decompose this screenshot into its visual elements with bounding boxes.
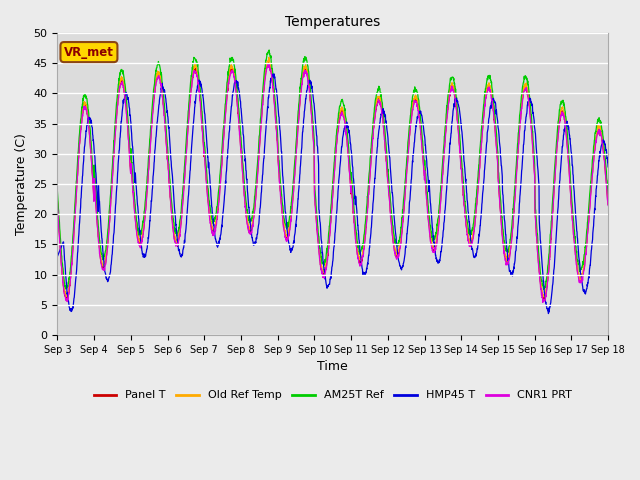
Line: AM25T Ref: AM25T Ref: [58, 50, 608, 289]
Old Ref Temp: [604, 200, 612, 205]
AM25T Ref: [572, 234, 579, 240]
Panel T: [54, 199, 61, 204]
Old Ref Temp: [572, 244, 579, 250]
Panel T: [556, 115, 564, 121]
Panel T: [349, 205, 357, 211]
Old Ref Temp: [54, 197, 61, 203]
HMP45 T: [349, 165, 356, 170]
AM25T Ref: [349, 191, 356, 196]
Panel T: [264, 59, 272, 64]
Line: Panel T: Panel T: [58, 61, 608, 301]
CNR1 PRT: [54, 199, 61, 205]
HMP45 T: [361, 271, 369, 276]
X-axis label: Time: Time: [317, 360, 348, 373]
Y-axis label: Temperature (C): Temperature (C): [15, 133, 28, 235]
HMP45 T: [604, 164, 612, 170]
Panel T: [207, 222, 215, 228]
Text: VR_met: VR_met: [64, 46, 114, 59]
Old Ref Temp: [540, 294, 548, 300]
HMP45 T: [493, 113, 500, 119]
AM25T Ref: [604, 191, 612, 197]
CNR1 PRT: [539, 300, 547, 305]
Panel T: [604, 202, 612, 207]
HMP45 T: [572, 206, 579, 212]
CNR1 PRT: [264, 60, 272, 66]
Panel T: [361, 235, 369, 241]
AM25T Ref: [540, 287, 547, 292]
AM25T Ref: [361, 227, 369, 232]
Title: Temperatures: Temperatures: [285, 15, 380, 29]
Line: HMP45 T: HMP45 T: [58, 74, 608, 313]
Panel T: [493, 153, 501, 159]
CNR1 PRT: [361, 239, 369, 245]
AM25T Ref: [493, 138, 500, 144]
HMP45 T: [556, 177, 564, 183]
Old Ref Temp: [207, 218, 215, 224]
Old Ref Temp: [361, 231, 369, 237]
AM25T Ref: [266, 47, 273, 53]
Line: Old Ref Temp: Old Ref Temp: [58, 58, 608, 297]
Old Ref Temp: [265, 55, 273, 60]
Panel T: [572, 247, 579, 253]
HMP45 T: [54, 253, 61, 259]
CNR1 PRT: [349, 203, 356, 209]
Line: CNR1 PRT: CNR1 PRT: [58, 63, 608, 302]
Old Ref Temp: [556, 113, 564, 119]
CNR1 PRT: [207, 224, 215, 230]
CNR1 PRT: [556, 118, 564, 124]
HMP45 T: [207, 193, 215, 199]
Panel T: [63, 298, 70, 304]
Old Ref Temp: [493, 147, 500, 153]
HMP45 T: [545, 311, 552, 316]
AM25T Ref: [556, 105, 564, 111]
Old Ref Temp: [349, 197, 356, 203]
AM25T Ref: [54, 188, 61, 194]
CNR1 PRT: [604, 203, 612, 208]
CNR1 PRT: [493, 152, 500, 158]
Legend: Panel T, Old Ref Temp, AM25T Ref, HMP45 T, CNR1 PRT: Panel T, Old Ref Temp, AM25T Ref, HMP45 …: [90, 386, 576, 405]
HMP45 T: [269, 71, 277, 77]
CNR1 PRT: [572, 249, 579, 255]
AM25T Ref: [207, 211, 215, 216]
